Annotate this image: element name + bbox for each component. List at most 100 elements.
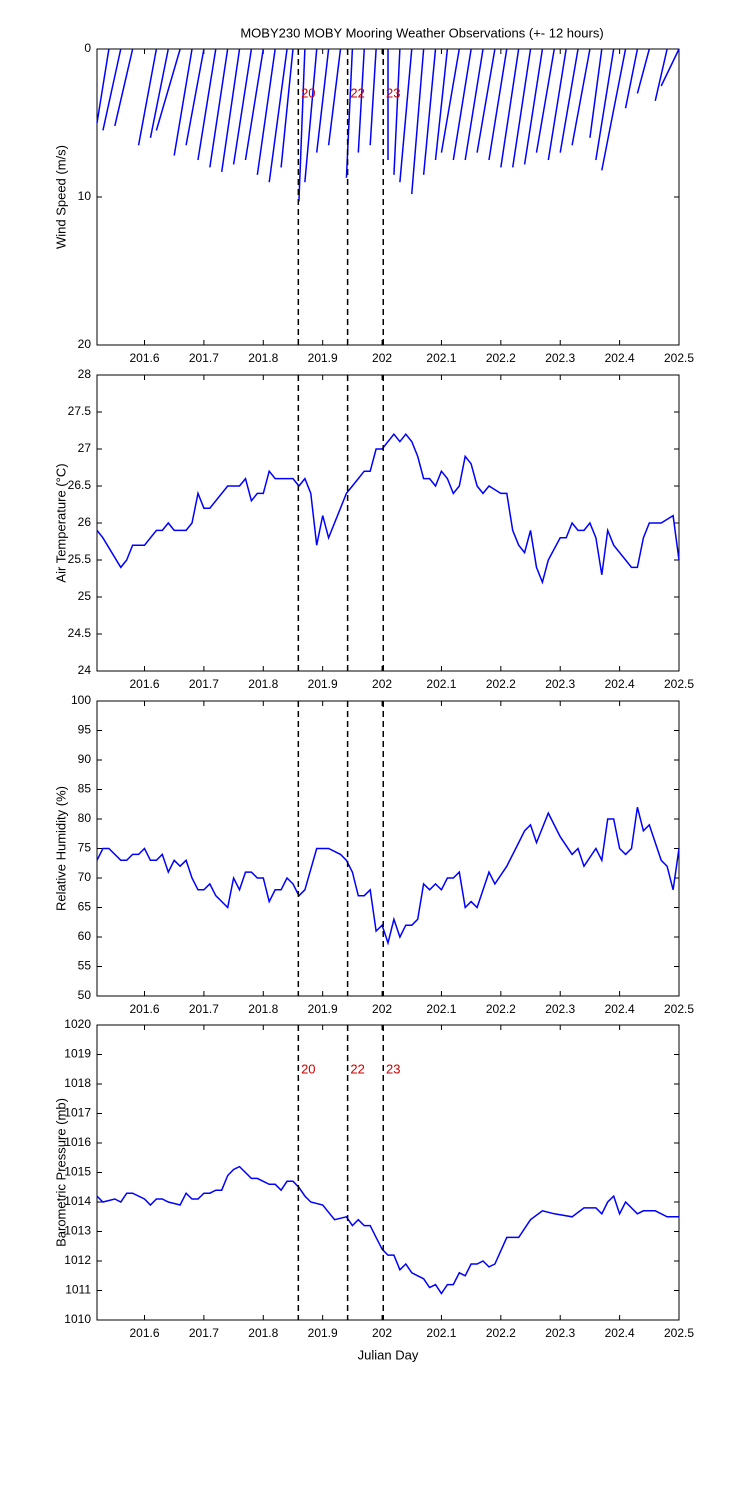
y-tick-label: 60	[78, 929, 92, 943]
y-tick-label: 1010	[64, 1312, 91, 1326]
wind-stick	[440, 48, 461, 153]
x-tick-label: 202.5	[664, 351, 694, 365]
y-tick-label: 65	[78, 900, 92, 914]
y-tick-label: 20	[78, 337, 92, 351]
wind-stick	[327, 48, 342, 146]
wind-stick	[393, 48, 401, 175]
y-tick-label: 55	[78, 959, 92, 973]
y-tick-label: 1018	[64, 1076, 91, 1090]
wind-stick	[197, 48, 217, 161]
y-tick-label: 95	[78, 723, 92, 737]
x-tick-label: 202.3	[545, 351, 575, 365]
x-tick-label: 202.2	[486, 1326, 516, 1340]
y-tick-label: 1012	[64, 1253, 91, 1267]
x-tick-label: 201.7	[189, 351, 219, 365]
y-tick-label: 1015	[64, 1165, 91, 1179]
event-label: 23	[386, 85, 400, 100]
x-tick-label: 202.3	[545, 677, 575, 691]
y-tick-label: 28	[78, 367, 92, 381]
wind-stick	[315, 48, 330, 153]
x-tick-label: 202.4	[605, 1002, 635, 1016]
wind-stick	[452, 48, 472, 161]
x-tick-label: 202.4	[605, 351, 635, 365]
x-tick-label: 202.2	[486, 351, 516, 365]
x-tick-label: 201.6	[129, 677, 159, 691]
y-axis-label: Barometric Pressure (mb)	[53, 1098, 68, 1247]
y-tick-label: 80	[78, 811, 92, 825]
wind-stick	[114, 48, 134, 127]
wind-stick	[232, 48, 253, 165]
wind-stick	[660, 48, 680, 87]
wind-stick	[298, 48, 306, 202]
y-tick-label: 70	[78, 870, 92, 884]
wind-stick	[500, 48, 520, 168]
y-tick-label: 1013	[64, 1224, 91, 1238]
y-tick-label: 25	[78, 589, 92, 603]
wind-stick	[399, 48, 413, 183]
event-label: 23	[386, 1061, 400, 1076]
x-tick-label: 201.7	[189, 677, 219, 691]
x-tick-label: 201.9	[308, 677, 338, 691]
x-tick-label: 202.1	[426, 1326, 456, 1340]
x-tick-label: 201.8	[248, 351, 278, 365]
y-tick-label: 85	[78, 782, 92, 796]
wind-stick	[464, 48, 484, 161]
y-axis-label: Air Temperature (°C)	[53, 463, 68, 582]
wind-stick	[654, 48, 668, 101]
x-tick-label: 202.1	[426, 351, 456, 365]
y-tick-label: 75	[78, 841, 92, 855]
y-axis-label: Wind Speed (m/s)	[53, 145, 68, 249]
event-label: 20	[301, 1061, 315, 1076]
wind-stick	[155, 48, 181, 131]
x-tick-label: 201.9	[308, 351, 338, 365]
x-tick-label: 201.9	[308, 1002, 338, 1016]
y-tick-label: 90	[78, 752, 92, 766]
chart-title: MOBY230 MOBY Mooring Weather Observation…	[240, 25, 603, 40]
wind-stick	[523, 48, 544, 165]
event-label: 22	[350, 1061, 364, 1076]
event-label: 20	[301, 85, 315, 100]
wind-stick	[434, 48, 449, 161]
wind-stick	[244, 48, 265, 161]
x-axis-label: Julian Day	[358, 1347, 419, 1362]
y-tick-label: 1017	[64, 1106, 91, 1120]
x-tick-label: 201.7	[189, 1002, 219, 1016]
y-tick-label: 1014	[64, 1194, 91, 1208]
y-tick-label: 26	[78, 515, 92, 529]
x-tick-label: 201.6	[129, 1326, 159, 1340]
wind-stick	[209, 48, 229, 168]
y-tick-label: 27.5	[68, 404, 92, 418]
y-tick-label: 27	[78, 441, 92, 455]
x-tick-label: 201.9	[308, 1326, 338, 1340]
x-tick-label: 201.6	[129, 1002, 159, 1016]
wind-stick	[535, 48, 556, 153]
wind-stick	[185, 48, 205, 146]
wind-stick	[636, 48, 651, 94]
wind-stick	[571, 48, 591, 146]
wind-stick	[304, 48, 318, 183]
x-tick-label: 202.5	[664, 1002, 694, 1016]
wind-stick	[624, 48, 639, 109]
plot-area	[96, 700, 680, 997]
data-line	[96, 807, 680, 946]
x-tick-label: 202	[372, 351, 392, 365]
wind-stick	[589, 48, 603, 138]
wind-stick	[268, 48, 288, 183]
x-tick-label: 202.1	[426, 1002, 456, 1016]
y-tick-label: 26.5	[68, 478, 92, 492]
wind-stick	[411, 48, 425, 195]
y-tick-label: 0	[84, 41, 91, 55]
wind-stick	[220, 48, 241, 172]
y-tick-label: 100	[71, 693, 91, 707]
x-tick-label: 202.2	[486, 1002, 516, 1016]
y-tick-label: 25.5	[68, 552, 92, 566]
x-tick-label: 202.3	[545, 1326, 575, 1340]
x-tick-label: 202	[372, 677, 392, 691]
x-tick-label: 201.7	[189, 1326, 219, 1340]
wind-stick	[511, 48, 532, 168]
data-line	[96, 433, 680, 585]
y-tick-label: 1020	[64, 1017, 91, 1031]
y-tick-label: 10	[78, 189, 92, 203]
x-tick-label: 202.5	[664, 677, 694, 691]
